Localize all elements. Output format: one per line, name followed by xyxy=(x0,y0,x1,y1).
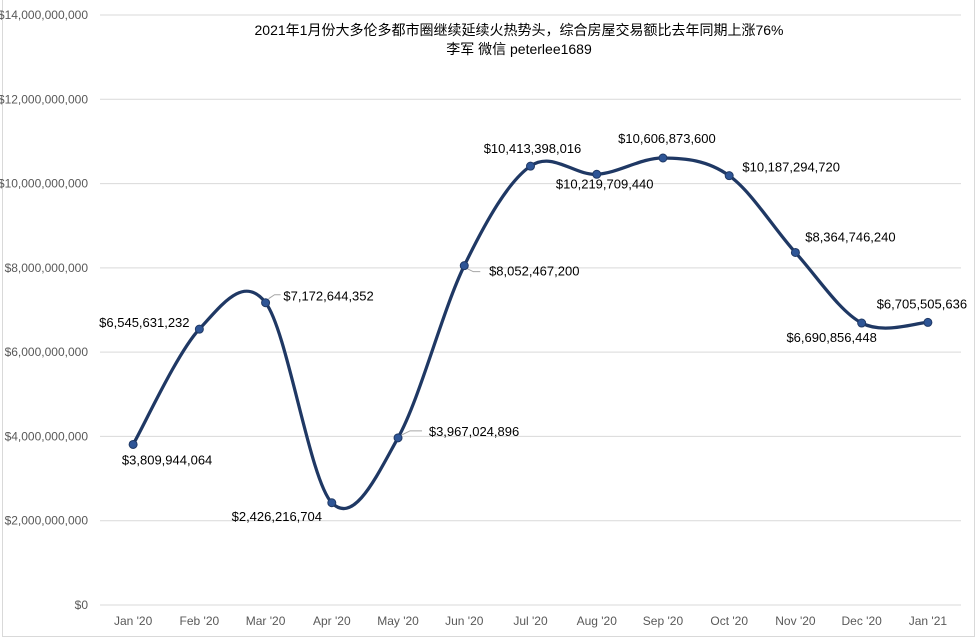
x-axis-label: Aug '20 xyxy=(577,614,618,628)
data-point-marker xyxy=(459,261,469,271)
label-leader-line xyxy=(467,268,481,273)
data-point-marker xyxy=(526,161,535,171)
data-label: $7,172,644,352 xyxy=(283,289,373,304)
x-axis-label: Oct '20 xyxy=(710,614,748,628)
x-axis-label: Nov '20 xyxy=(775,614,816,628)
x-axis-label: Jan '20 xyxy=(114,614,153,628)
x-axis-label: Feb '20 xyxy=(180,614,220,628)
data-label: $6,705,505,636 xyxy=(877,296,967,311)
data-point-marker xyxy=(658,153,668,163)
data-point-marker xyxy=(592,169,602,179)
data-label: $6,690,856,448 xyxy=(786,330,876,345)
data-point-marker xyxy=(790,247,800,257)
y-axis-label: $14,000,000,000 xyxy=(0,8,88,22)
data-point-marker xyxy=(194,324,204,334)
data-label: $3,967,024,896 xyxy=(429,424,519,439)
y-axis-label: $12,000,000,000 xyxy=(0,92,88,106)
x-axis-label: Sep '20 xyxy=(643,614,684,628)
x-axis-label: Jan '21 xyxy=(909,614,948,628)
x-axis-label: May '20 xyxy=(377,614,419,628)
data-point-marker xyxy=(128,439,138,449)
label-leader-line xyxy=(401,430,423,436)
data-label: $10,219,709,440 xyxy=(556,176,654,191)
data-label: $3,809,944,064 xyxy=(122,452,212,467)
x-axis-label: Apr '20 xyxy=(313,614,351,628)
data-label: $6,545,631,232 xyxy=(99,315,189,330)
data-point-marker xyxy=(261,298,271,308)
data-label: $10,606,873,600 xyxy=(618,131,716,146)
y-axis-label: $6,000,000,000 xyxy=(5,345,89,359)
data-label: $8,052,467,200 xyxy=(489,264,579,279)
data-label: $10,187,294,720 xyxy=(742,160,840,175)
data-label: $2,426,216,704 xyxy=(232,509,322,524)
data-point-marker xyxy=(724,171,734,181)
data-label: $8,364,746,240 xyxy=(805,229,895,244)
y-axis-label: $8,000,000,000 xyxy=(5,261,89,275)
chart-subtitle: 李军 微信 peterlee1689 xyxy=(446,41,592,57)
y-axis-label: $4,000,000,000 xyxy=(5,429,89,443)
data-point-marker xyxy=(327,498,337,508)
y-axis-label: $0 xyxy=(75,598,89,612)
y-axis-label: $10,000,000,000 xyxy=(0,177,88,191)
x-axis-label: Mar '20 xyxy=(246,614,286,628)
x-axis-label: Jul '20 xyxy=(513,614,548,628)
data-point-marker xyxy=(857,318,867,328)
chart-title-block: 2021年1月份大多伦多都市圈继续延续火热势头，综合房屋交易额比去年同期上涨76… xyxy=(59,21,976,59)
x-axis-label: Dec '20 xyxy=(841,614,882,628)
data-label: $10,413,398,016 xyxy=(484,141,582,156)
chart-title: 2021年1月份大多伦多都市圈继续延续火热势头，综合房屋交易额比去年同期上涨76… xyxy=(254,22,784,38)
data-point-marker xyxy=(393,433,403,443)
label-leader-line xyxy=(268,294,281,300)
data-point-marker xyxy=(923,317,933,327)
y-axis-label: $2,000,000,000 xyxy=(5,514,89,528)
x-axis-label: Jun '20 xyxy=(445,614,484,628)
